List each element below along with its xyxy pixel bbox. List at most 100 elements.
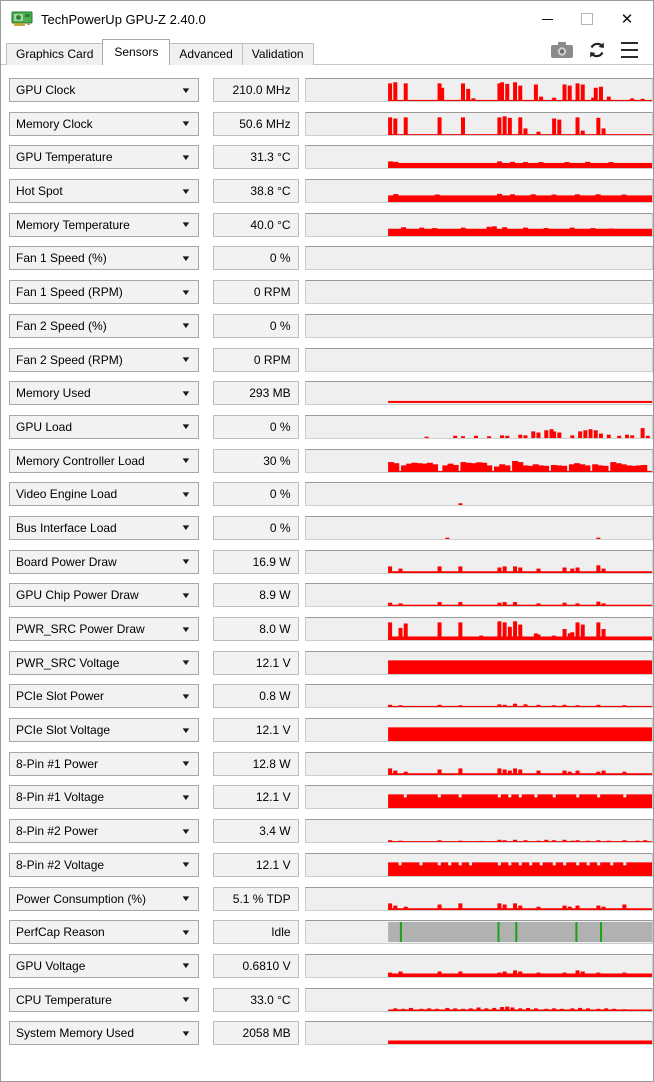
sensor-label: Fan 1 Speed (RPM) — [16, 285, 123, 300]
sensor-label: Video Engine Load — [16, 487, 118, 502]
sensor-graph-memory-temperature — [304, 212, 653, 237]
sensor-label: PCIe Slot Voltage — [16, 723, 111, 738]
sensor-value-8-pin-1-power: 12.8 W — [212, 751, 299, 776]
tab-graphics-card[interactable]: Graphics Card — [6, 43, 104, 65]
sensor-graph-8-pin-2-voltage — [304, 852, 653, 877]
sensor-graph-8-pin-1-voltage — [304, 785, 653, 810]
sensor-row-board-power-draw: Board Power Draw ▼ 16.9 W — [9, 549, 653, 574]
chevron-down-icon: ▼ — [180, 894, 192, 903]
sensor-row-pcie-slot-power: PCIe Slot Power ▼ 0.8 W — [9, 684, 653, 709]
sensor-select-fan-2-speed[interactable]: Fan 2 Speed (%) ▼ — [9, 313, 199, 338]
sensor-select-fan-1-speed-rpm[interactable]: Fan 1 Speed (RPM) ▼ — [9, 280, 199, 305]
chevron-down-icon: ▼ — [180, 85, 192, 95]
sensor-value-video-engine-load: 0 % — [212, 482, 299, 507]
tab-validation[interactable]: Validation — [241, 43, 314, 65]
sensor-select-system-memory-used[interactable]: System Memory Used ▼ — [9, 1021, 199, 1046]
minimize-button[interactable] — [527, 4, 567, 34]
sensor-label: 8-Pin #2 Voltage — [16, 857, 105, 872]
sensor-select-board-power-draw[interactable]: Board Power Draw ▼ — [9, 549, 199, 574]
sensor-value-pcie-slot-power: 0.8 W — [212, 684, 299, 709]
chevron-down-icon: ▼ — [180, 759, 192, 769]
sensor-select-gpu-clock[interactable]: GPU Clock ▼ — [9, 78, 199, 102]
tab-bar: Graphics Card Sensors Advanced Validatio… — [1, 37, 653, 65]
sensor-row-gpu-load: GPU Load ▼ 0 % — [9, 414, 653, 439]
sensor-row-8-pin-2-voltage: 8-Pin #2 Voltage ▼ 12.1 V — [9, 852, 653, 877]
sensor-row-8-pin-2-power: 8-Pin #2 Power ▼ 3.4 W — [9, 819, 653, 844]
chevron-down-icon: ▼ — [180, 253, 192, 263]
sensor-select-memory-temperature[interactable]: Memory Temperature ▼ — [9, 212, 199, 237]
sensor-label: GPU Voltage — [16, 958, 86, 973]
chevron-down-icon: ▼ — [180, 927, 192, 937]
sensor-value-gpu-clock: 210.0 MHz — [212, 78, 299, 102]
sensor-label: Fan 2 Speed (%) — [16, 318, 107, 333]
refresh-icon[interactable] — [588, 38, 606, 62]
sensor-select-cpu-temperature[interactable]: CPU Temperature ▼ — [9, 987, 199, 1012]
sensor-select-perfcap-reason[interactable]: PerfCap Reason ▼ — [9, 920, 199, 945]
sensor-row-fan-2-speed-rpm: Fan 2 Speed (RPM) ▼ 0 RPM — [9, 347, 653, 372]
sensor-select-bus-interface-load[interactable]: Bus Interface Load ▼ — [9, 515, 199, 540]
sensor-label: Bus Interface Load — [16, 520, 117, 535]
sensor-label: PerfCap Reason — [16, 925, 105, 940]
sensor-select-8-pin-2-power[interactable]: 8-Pin #2 Power ▼ — [9, 819, 199, 844]
sensor-select-memory-controller-load[interactable]: Memory Controller Load ▼ — [9, 448, 199, 473]
sensor-label: CPU Temperature — [16, 992, 112, 1007]
chevron-down-icon: ▼ — [180, 355, 192, 364]
chevron-down-icon: ▼ — [180, 119, 192, 129]
menu-icon[interactable] — [621, 38, 638, 62]
chevron-down-icon: ▼ — [180, 456, 192, 466]
sensor-label: System Memory Used — [16, 1026, 135, 1041]
sensor-graph-fan-2-speed — [304, 313, 653, 338]
sensor-select-power-consumption[interactable]: Power Consumption (%) ▼ — [9, 886, 199, 911]
sensor-select-gpu-load[interactable]: GPU Load ▼ — [9, 414, 199, 439]
sensor-select-pwr-src-power-draw[interactable]: PWR_SRC Power Draw ▼ — [9, 617, 199, 641]
sensor-row-power-consumption: Power Consumption (%) ▼ 5.1 % TDP — [9, 886, 653, 911]
title-bar[interactable]: TechPowerUp GPU-Z 2.40.0 ✕ — [1, 1, 653, 37]
sensor-label: Fan 2 Speed (RPM) — [16, 352, 123, 367]
chevron-down-icon: ▼ — [180, 388, 192, 398]
sensor-value-gpu-load: 0 % — [212, 414, 299, 439]
camera-icon[interactable] — [551, 38, 573, 62]
chevron-down-icon: ▼ — [180, 220, 192, 230]
sensor-select-pwr-src-voltage[interactable]: PWR_SRC Voltage ▼ — [9, 650, 199, 675]
sensor-select-8-pin-2-voltage[interactable]: 8-Pin #2 Voltage ▼ — [9, 852, 199, 877]
sensor-row-gpu-voltage: GPU Voltage ▼ 0.6810 V — [9, 953, 653, 978]
sensor-graph-fan-1-speed-rpm — [304, 280, 653, 305]
sensor-label: GPU Temperature — [16, 150, 113, 165]
sensor-select-8-pin-1-voltage[interactable]: 8-Pin #1 Voltage ▼ — [9, 785, 199, 810]
sensor-row-memory-clock: Memory Clock ▼ 50.6 MHz — [9, 111, 653, 136]
maximize-button[interactable] — [567, 4, 607, 34]
sensor-row-gpu-clock: GPU Clock ▼ 210.0 MHz — [9, 78, 653, 102]
chevron-down-icon: ▼ — [180, 691, 192, 701]
sensor-row-memory-used: Memory Used ▼ 293 MB — [9, 381, 653, 406]
sensor-select-fan-2-speed-rpm[interactable]: Fan 2 Speed (RPM) ▼ — [9, 347, 199, 372]
sensor-value-fan-2-speed-rpm: 0 RPM — [212, 347, 299, 372]
sensor-select-gpu-voltage[interactable]: GPU Voltage ▼ — [9, 953, 199, 978]
app-icon — [11, 11, 33, 26]
tab-sensors[interactable]: Sensors — [102, 39, 171, 65]
sensor-select-gpu-chip-power-draw[interactable]: GPU Chip Power Draw ▼ — [9, 583, 199, 608]
sensor-select-pcie-slot-power[interactable]: PCIe Slot Power ▼ — [9, 684, 199, 709]
sensor-select-8-pin-1-power[interactable]: 8-Pin #1 Power ▼ — [9, 751, 199, 776]
sensor-graph-system-memory-used — [304, 1021, 653, 1046]
sensors-panel: GPU Clock ▼ 210.0 MHz Memory Clock ▼ 50.6 MHz… — [1, 65, 653, 1081]
sensor-select-gpu-temperature[interactable]: GPU Temperature ▼ — [9, 145, 199, 170]
sensor-row-system-memory-used: System Memory Used ▼ 2058 MB — [9, 1021, 653, 1046]
sensor-select-fan-1-speed[interactable]: Fan 1 Speed (%) ▼ — [9, 246, 199, 271]
sensor-label: 8-Pin #1 Power — [16, 756, 99, 771]
sensor-value-fan-1-speed-rpm: 0 RPM — [212, 280, 299, 305]
tab-advanced[interactable]: Advanced — [169, 43, 243, 65]
sensor-graph-cpu-temperature — [304, 987, 653, 1012]
sensor-label: Memory Controller Load — [16, 453, 145, 468]
sensor-select-pcie-slot-voltage[interactable]: PCIe Slot Voltage ▼ — [9, 718, 199, 743]
sensor-row-gpu-temperature: GPU Temperature ▼ 31.3 °C — [9, 145, 653, 170]
close-button[interactable]: ✕ — [620, 11, 634, 28]
sensor-graph-gpu-voltage — [304, 953, 653, 978]
sensor-select-video-engine-load[interactable]: Video Engine Load ▼ — [9, 482, 199, 507]
sensor-label: Board Power Draw — [16, 554, 117, 569]
chevron-down-icon: ▼ — [180, 287, 192, 297]
sensor-select-hot-spot[interactable]: Hot Spot ▼ — [9, 179, 199, 204]
sensor-select-memory-used[interactable]: Memory Used ▼ — [9, 381, 199, 406]
sensor-select-memory-clock[interactable]: Memory Clock ▼ — [9, 111, 199, 136]
sensor-row-cpu-temperature: CPU Temperature ▼ 33.0 °C — [9, 987, 653, 1012]
sensor-row-pwr-src-voltage: PWR_SRC Voltage ▼ 12.1 V — [9, 650, 653, 675]
